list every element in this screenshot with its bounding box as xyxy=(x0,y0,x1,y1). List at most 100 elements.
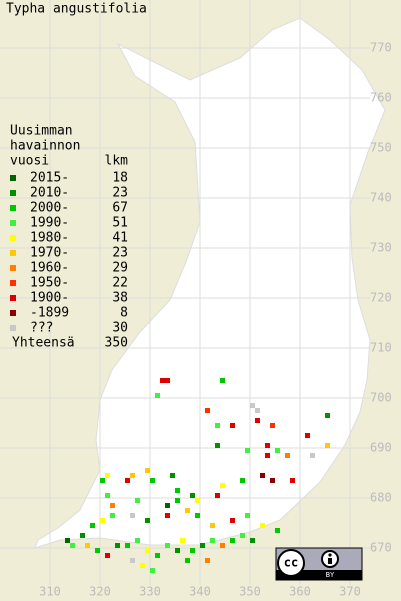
observation-square xyxy=(230,538,235,543)
legend-count: 18 xyxy=(112,171,128,186)
observation-square xyxy=(145,548,150,553)
legend-count: 38 xyxy=(112,291,128,306)
observation-square xyxy=(245,513,250,518)
observation-square xyxy=(215,443,220,448)
observation-square xyxy=(80,533,85,538)
total-count: 350 xyxy=(105,336,128,351)
legend-label: 2000- xyxy=(30,201,69,216)
observation-square xyxy=(130,513,135,518)
observation-square xyxy=(260,523,265,528)
observation-square xyxy=(255,418,260,423)
observation-square xyxy=(155,553,160,558)
observation-square xyxy=(205,558,210,563)
legend-count: 23 xyxy=(112,246,128,261)
legend-count: 22 xyxy=(112,276,128,291)
observation-square xyxy=(170,473,175,478)
observation-square xyxy=(255,408,260,413)
y-tick-label: 750 xyxy=(370,141,392,155)
observation-square xyxy=(125,478,130,483)
observation-square xyxy=(165,513,170,518)
observation-square xyxy=(200,543,205,548)
observation-square xyxy=(250,403,255,408)
observation-square xyxy=(165,543,170,548)
observation-square xyxy=(275,448,280,453)
observation-square xyxy=(270,423,275,428)
observation-square xyxy=(100,518,105,523)
observation-square xyxy=(245,448,250,453)
observation-square xyxy=(180,538,185,543)
observation-square xyxy=(105,553,110,558)
observation-square xyxy=(210,523,215,528)
y-tick-label: 670 xyxy=(370,541,392,555)
observation-square xyxy=(305,433,310,438)
observation-square xyxy=(190,493,195,498)
observation-square xyxy=(195,498,200,503)
observation-square xyxy=(110,503,115,508)
observation-square xyxy=(140,563,145,568)
observation-square xyxy=(150,478,155,483)
legend-count-header: lkm xyxy=(105,154,129,169)
legend-label: 1950- xyxy=(30,276,69,291)
legend-swatch xyxy=(10,295,16,301)
y-tick-label: 740 xyxy=(370,191,392,205)
legend-swatch xyxy=(10,280,16,286)
observation-square xyxy=(145,468,150,473)
observation-square xyxy=(210,538,215,543)
observation-square xyxy=(230,423,235,428)
y-tick-label: 720 xyxy=(370,291,392,305)
legend-swatch xyxy=(10,265,16,271)
observation-square xyxy=(155,393,160,398)
observation-square xyxy=(160,378,165,383)
observation-square xyxy=(265,443,270,448)
observation-square xyxy=(215,493,220,498)
observation-square xyxy=(250,538,255,543)
legend-count: 51 xyxy=(112,216,128,231)
legend-header: Uusimman xyxy=(10,124,73,139)
x-tick-label: 310 xyxy=(39,585,61,599)
legend-count: 30 xyxy=(112,321,128,336)
x-tick-label: 360 xyxy=(289,585,311,599)
observation-square xyxy=(135,538,140,543)
legend-swatch xyxy=(10,235,16,241)
legend-count: 41 xyxy=(112,231,128,246)
observation-square xyxy=(110,513,115,518)
observation-square xyxy=(130,558,135,563)
observation-square xyxy=(195,513,200,518)
legend-swatch xyxy=(10,175,16,181)
observation-square xyxy=(145,518,150,523)
y-tick-label: 690 xyxy=(370,441,392,455)
observation-square xyxy=(65,538,70,543)
observation-square xyxy=(90,523,95,528)
cc-badge: cc BY xyxy=(275,547,363,581)
legend-swatch xyxy=(10,205,16,211)
legend-label: 2015- xyxy=(30,171,69,186)
observation-square xyxy=(125,543,130,548)
observation-square xyxy=(260,473,265,478)
y-tick-label: 760 xyxy=(370,91,392,105)
observation-square xyxy=(175,548,180,553)
legend-label: 1960- xyxy=(30,261,69,276)
legend-swatch xyxy=(10,220,16,226)
legend-label: 1970- xyxy=(30,246,69,261)
observation-square xyxy=(100,478,105,483)
observation-square xyxy=(135,498,140,503)
observation-square xyxy=(105,493,110,498)
observation-square xyxy=(115,543,120,548)
legend-swatch xyxy=(10,190,16,196)
observation-square xyxy=(165,378,170,383)
title: Typha angustifolia xyxy=(6,2,147,17)
observation-square xyxy=(105,473,110,478)
observation-square xyxy=(240,478,245,483)
observation-square xyxy=(275,528,280,533)
y-tick-label: 700 xyxy=(370,391,392,405)
observation-square xyxy=(190,548,195,553)
legend-label: -1899 xyxy=(30,306,69,321)
legend-header: vuosi xyxy=(10,154,49,169)
observation-square xyxy=(215,423,220,428)
observation-square xyxy=(130,473,135,478)
observation-square xyxy=(220,483,225,488)
x-tick-label: 320 xyxy=(89,585,111,599)
observation-square xyxy=(325,443,330,448)
observation-square xyxy=(205,408,210,413)
